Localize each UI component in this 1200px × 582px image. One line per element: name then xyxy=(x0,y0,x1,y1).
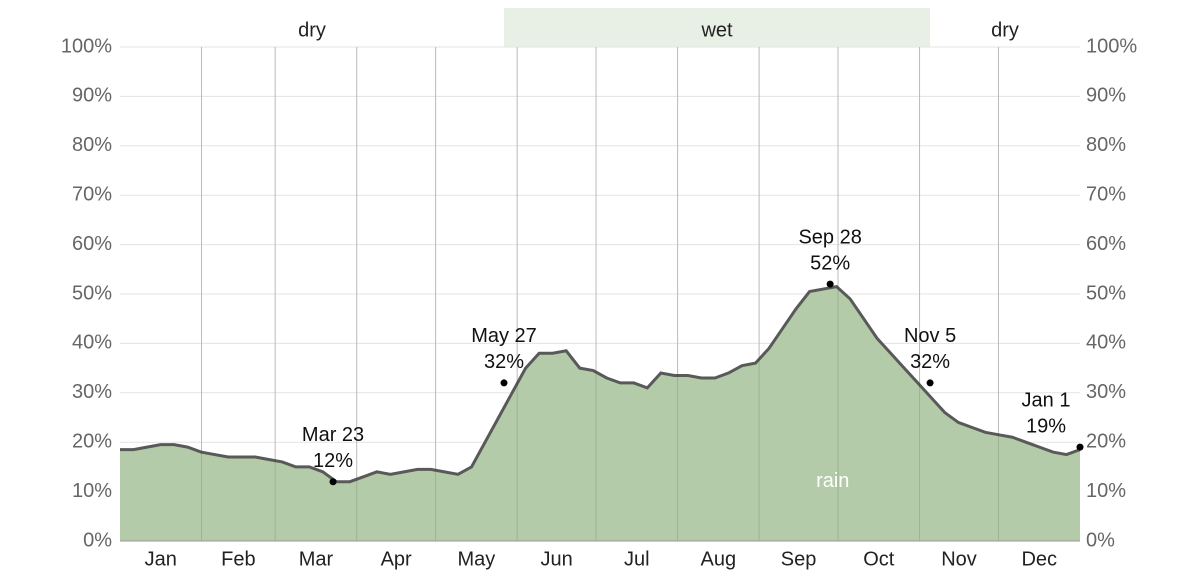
y-tick-label: 80% xyxy=(72,134,112,156)
x-tick-label: Jan xyxy=(145,548,177,570)
y-tick-label-right: 100% xyxy=(1086,35,1137,57)
y-tick-label: 10% xyxy=(72,480,112,502)
x-tick-label: May xyxy=(457,548,495,570)
annotation-value: 32% xyxy=(484,351,524,373)
area xyxy=(120,286,1080,541)
season-label: dry xyxy=(298,19,326,41)
area-line xyxy=(120,284,1081,484)
annotation-date: Sep 28 xyxy=(798,226,861,248)
y-tick-label-right: 10% xyxy=(1086,480,1126,502)
y-tick-label-right: 70% xyxy=(1086,183,1126,205)
annotation-date: Nov 5 xyxy=(904,325,956,347)
y-tick-label: 40% xyxy=(72,332,112,354)
y-tick-label-right: 80% xyxy=(1086,134,1126,156)
x-tick-label: Jun xyxy=(540,548,572,570)
x-tick-label: Nov xyxy=(941,548,977,570)
season-band xyxy=(504,8,931,47)
y-tick-label-right: 40% xyxy=(1086,332,1126,354)
annotation-value: 19% xyxy=(1026,415,1066,437)
y-tick-label-right: 90% xyxy=(1086,85,1126,107)
x-tick-label: Aug xyxy=(701,548,737,570)
y-tick-label: 60% xyxy=(72,233,112,255)
y-tick-label: 20% xyxy=(72,430,112,452)
y-tick-label-right: 20% xyxy=(1086,430,1126,452)
annotation-value: 52% xyxy=(810,252,850,274)
annotation-value: 12% xyxy=(313,450,353,472)
annotation-dot xyxy=(826,280,834,288)
annotation-date: Jan 1 xyxy=(1022,389,1071,411)
y-tick-label-right: 50% xyxy=(1086,282,1126,304)
x-tick-label: Feb xyxy=(221,548,255,570)
annotation-value: 32% xyxy=(910,351,950,373)
y-tick-label-right: 60% xyxy=(1086,233,1126,255)
annotation-date: Mar 23 xyxy=(302,424,364,446)
y-tick-label: 90% xyxy=(72,85,112,107)
season-label: dry xyxy=(991,19,1019,41)
annotation-dot xyxy=(926,379,934,387)
x-tick-label: Sep xyxy=(781,548,817,570)
y-tick-label: 50% xyxy=(72,282,112,304)
y-tick-label: 100% xyxy=(61,35,112,57)
x-tick-label: Dec xyxy=(1021,548,1057,570)
x-tick-label: Apr xyxy=(381,548,412,570)
annotation-dot xyxy=(1076,443,1084,451)
y-tick-label-right: 30% xyxy=(1086,381,1126,403)
y-tick-label-right: 0% xyxy=(1086,529,1115,551)
x-tick-label: Oct xyxy=(863,548,895,570)
x-tick-label: Jul xyxy=(624,548,650,570)
season-label: wet xyxy=(700,19,733,41)
annotation-dot xyxy=(329,478,337,486)
x-tick-label: Mar xyxy=(299,548,334,570)
y-tick-label: 70% xyxy=(72,183,112,205)
annotation-dot xyxy=(500,379,508,387)
y-tick-label: 30% xyxy=(72,381,112,403)
y-tick-label: 0% xyxy=(83,529,112,551)
annotation-date: May 27 xyxy=(471,325,537,347)
series-label: rain xyxy=(816,470,849,492)
